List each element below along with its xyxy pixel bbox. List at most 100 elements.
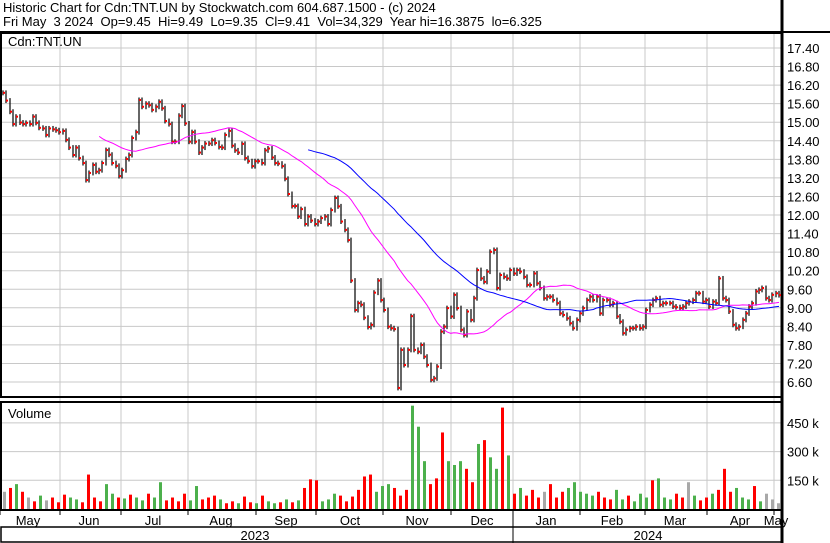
- close-tick: [298, 215, 300, 218]
- month-label: Apr: [730, 513, 751, 528]
- close-tick: [762, 287, 764, 290]
- close-tick: [16, 115, 18, 118]
- close-tick: [126, 158, 128, 161]
- close-tick: [444, 325, 446, 328]
- close-tick: [520, 270, 522, 273]
- close-tick: [175, 140, 177, 143]
- close-tick: [242, 142, 244, 145]
- close-tick: [633, 327, 635, 330]
- close-tick: [381, 299, 383, 302]
- volume-bar: [189, 500, 192, 509]
- close-tick: [321, 217, 323, 220]
- volume-bar: [675, 493, 678, 509]
- close-tick: [573, 327, 575, 330]
- volume-bar: [483, 440, 486, 509]
- volume-bar: [81, 502, 84, 509]
- volume-bar: [399, 495, 402, 509]
- close-tick: [63, 129, 65, 132]
- volume-bar: [657, 478, 660, 509]
- year-label-2024: 2024: [634, 528, 663, 543]
- volume-bar: [243, 496, 246, 509]
- close-tick: [441, 330, 443, 333]
- volume-bar: [93, 497, 96, 509]
- close-tick: [743, 318, 745, 321]
- close-tick: [510, 269, 512, 272]
- volume-bar: [375, 491, 378, 509]
- volume-bar: [663, 497, 666, 509]
- close-tick: [325, 215, 327, 218]
- volume-bar: [285, 499, 288, 509]
- close-tick: [451, 315, 453, 318]
- month-label: Sep: [274, 513, 297, 528]
- close-tick: [398, 386, 400, 389]
- close-tick: [660, 303, 662, 306]
- close-tick: [112, 162, 114, 165]
- volume-bar: [567, 487, 570, 509]
- close-tick: [766, 297, 768, 300]
- close-tick: [56, 129, 58, 132]
- volume-bar: [681, 497, 684, 509]
- volume-bar: [561, 491, 564, 509]
- close-tick: [607, 299, 609, 302]
- close-tick: [10, 110, 12, 113]
- close-tick: [49, 127, 51, 130]
- close-tick: [530, 283, 532, 286]
- moving-average-short: [98, 127, 780, 335]
- close-tick: [434, 377, 436, 380]
- volume-bar: [645, 497, 648, 509]
- close-tick: [550, 295, 552, 298]
- close-tick: [102, 162, 104, 165]
- volume-bar: [609, 499, 612, 509]
- close-tick: [39, 126, 41, 129]
- close-tick: [769, 299, 771, 302]
- close-tick: [749, 305, 751, 308]
- close-tick: [202, 146, 204, 149]
- volume-bar: [777, 503, 780, 509]
- volume-bar: [267, 501, 270, 509]
- close-tick: [308, 215, 310, 218]
- close-tick: [182, 105, 184, 108]
- close-tick: [345, 228, 347, 231]
- close-tick: [192, 131, 194, 134]
- volume-bar: [525, 495, 528, 509]
- volume-bar: [339, 495, 342, 509]
- volume-bar: [255, 503, 258, 509]
- close-tick: [719, 277, 721, 280]
- month-label: Jan: [536, 513, 557, 528]
- close-tick: [30, 123, 32, 126]
- close-tick: [3, 91, 5, 94]
- volume-bar: [447, 461, 450, 509]
- close-tick: [590, 295, 592, 298]
- close-tick: [517, 269, 519, 272]
- close-tick: [235, 149, 237, 152]
- close-tick: [603, 299, 605, 302]
- symbol-label: Cdn:TNT.UN: [8, 34, 82, 49]
- volume-bar: [501, 407, 504, 509]
- close-tick: [275, 162, 277, 165]
- price-tick-label: 13.80: [787, 152, 820, 167]
- close-tick: [73, 154, 75, 157]
- volume-bar: [231, 501, 234, 509]
- volume-bar: [531, 489, 534, 509]
- close-tick: [348, 239, 350, 242]
- close-tick: [152, 108, 154, 111]
- volume-bar: [669, 499, 672, 509]
- close-tick: [411, 315, 413, 318]
- close-tick: [547, 295, 549, 298]
- close-tick: [570, 322, 572, 325]
- close-tick: [726, 299, 728, 302]
- close-tick: [646, 308, 648, 311]
- close-tick: [219, 145, 221, 148]
- close-tick: [484, 280, 486, 283]
- volume-bar: [711, 493, 714, 509]
- volume-bar: [495, 468, 498, 509]
- close-tick: [268, 147, 270, 150]
- price-tick-label: 8.40: [787, 319, 812, 334]
- close-tick: [122, 169, 124, 172]
- volume-bar: [579, 491, 582, 509]
- volume-bar: [363, 476, 366, 509]
- volume-bar: [507, 455, 510, 509]
- volume-bar: [57, 502, 60, 509]
- close-tick: [673, 305, 675, 308]
- volume-bar: [633, 501, 636, 509]
